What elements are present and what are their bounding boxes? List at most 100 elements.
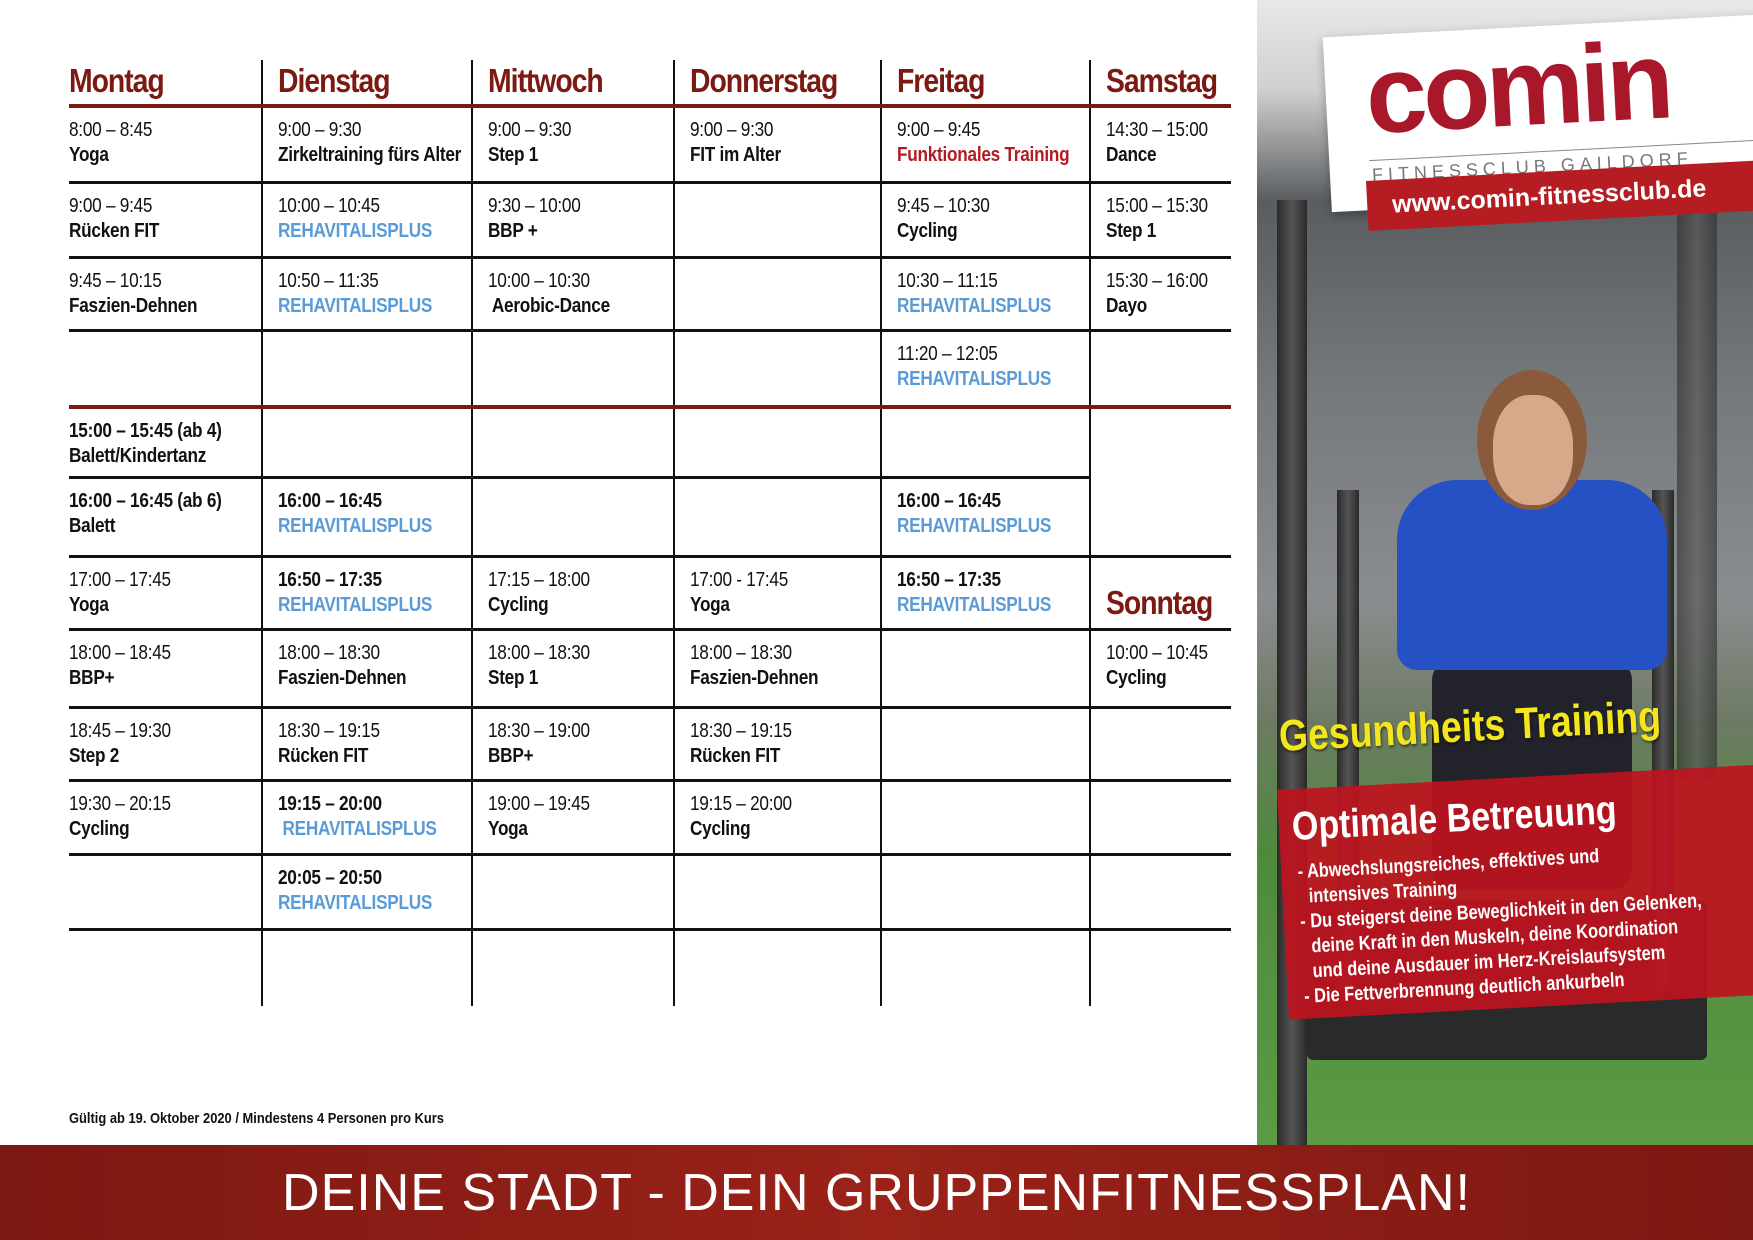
day-header-montag: Montag (69, 62, 165, 99)
class-slot[interactable]: 15:00 – 15:45 (ab 4) Balett/Kindertanz (69, 419, 222, 469)
promo-bullets: - Abwechslungsreiches, effektives und in… (1297, 839, 1706, 1010)
class-time: 16:00 – 16:45 (897, 490, 1001, 512)
class-slot[interactable]: 18:30 – 19:15 Rücken FIT (278, 719, 380, 769)
class-name: Step 1 (488, 667, 539, 689)
class-slot[interactable]: 9:00 – 9:30 Step 1 (488, 118, 572, 168)
class-name: Balett/Kindertanz (69, 445, 207, 467)
class-time: 10:00 – 10:45 (1106, 642, 1208, 664)
class-time: 9:45 – 10:30 (897, 195, 990, 217)
class-slot[interactable]: 9:00 – 9:30 FIT im Alter (690, 118, 781, 168)
class-slot[interactable]: 18:45 – 19:30 Step 2 (69, 719, 171, 769)
class-time: 16:00 – 16:45 (278, 490, 382, 512)
class-slot[interactable]: 19:15 – 20:00 Cycling (690, 792, 792, 842)
column-divider (880, 60, 882, 1006)
class-slot[interactable]: 15:30 – 16:00 Dayo (1106, 269, 1208, 319)
class-name: Step 1 (488, 144, 539, 166)
class-slot[interactable]: 16:00 – 16:45 REHAVITALISPLUS (897, 489, 1051, 539)
class-time: 16:50 – 17:35 (897, 569, 1001, 591)
class-time: 18:00 – 18:45 (69, 642, 171, 664)
class-time: 17:00 - 17:45 (690, 569, 789, 591)
class-time: 16:50 – 17:35 (278, 569, 382, 591)
class-slot[interactable]: 9:00 – 9:30 Zirkeltraining fürs Alter (278, 118, 461, 168)
logo-wordmark: comin (1362, 18, 1673, 158)
class-slot[interactable]: 18:30 – 19:15 Rücken FIT (690, 719, 792, 769)
class-name: Cycling (897, 220, 958, 242)
class-name: FIT im Alter (690, 144, 781, 166)
class-time: 19:15 – 20:00 (690, 793, 792, 815)
class-slot[interactable]: 15:00 – 15:30 Step 1 (1106, 194, 1208, 244)
class-time: 10:30 – 11:15 (897, 270, 998, 292)
class-slot[interactable]: 9:45 – 10:15 Faszien-Dehnen (69, 269, 198, 319)
class-slot[interactable]: 14:30 – 15:00 Dance (1106, 118, 1208, 168)
class-slot[interactable]: 18:00 – 18:30 Faszien-Dehnen (690, 641, 819, 691)
class-name: Faszien-Dehnen (69, 295, 198, 317)
class-slot[interactable]: 9:00 – 9:45 Funktionales Training (897, 118, 1070, 168)
class-slot[interactable]: 10:30 – 11:15 REHAVITALISPLUS (897, 269, 1051, 319)
class-time: 18:00 – 18:30 (488, 642, 590, 664)
class-time: 14:30 – 15:00 (1106, 119, 1208, 141)
class-time: 9:45 – 10:15 (69, 270, 162, 292)
class-time: 8:00 – 8:45 (69, 119, 153, 141)
class-name: Yoga (69, 594, 109, 616)
class-time: 15:00 – 15:45 (ab 4) (69, 420, 222, 442)
class-slot[interactable]: 10:00 – 10:45 REHAVITALISPLUS (278, 194, 432, 244)
validity-note: Gültig ab 19. Oktober 2020 / Mindestens … (69, 1110, 444, 1127)
day-header-sonntag: Sonntag (1106, 584, 1213, 621)
class-time: 17:00 – 17:45 (69, 569, 171, 591)
class-name: Zirkeltraining fürs Alter (278, 144, 462, 166)
class-name: Step 1 (1106, 220, 1157, 242)
class-slot[interactable]: 8:00 – 8:45 Yoga (69, 118, 153, 168)
class-slot[interactable]: 10:00 – 10:45 Cycling (1106, 641, 1208, 691)
class-time: 19:30 – 20:15 (69, 793, 171, 815)
class-name: Faszien-Dehnen (690, 667, 819, 689)
day-header-freitag: Freitag (897, 62, 985, 99)
class-time: 9:00 – 9:45 (897, 119, 981, 141)
day-header-mittwoch: Mittwoch (488, 62, 604, 99)
class-time: 9:00 – 9:30 (690, 119, 774, 141)
class-slot[interactable]: 17:00 – 17:45 Yoga (69, 568, 171, 618)
class-slot[interactable]: 16:00 – 16:45 REHAVITALISPLUS (278, 489, 432, 539)
class-slot[interactable]: 17:15 – 18:00 Cycling (488, 568, 590, 618)
class-time: 17:15 – 18:00 (488, 569, 590, 591)
class-slot[interactable]: 11:20 – 12:05 REHAVITALISPLUS (897, 342, 1051, 392)
class-slot[interactable]: 20:05 – 20:50 REHAVITALISPLUS (278, 866, 432, 916)
class-name: Funktionales Training (897, 144, 1070, 166)
class-name: REHAVITALISPLUS (278, 818, 437, 840)
class-time: 18:00 – 18:30 (690, 642, 792, 664)
midday-rule (69, 405, 1231, 409)
day-header-samstag: Samstag (1106, 62, 1218, 99)
class-slot[interactable]: 19:00 – 19:45 Yoga (488, 792, 590, 842)
class-slot[interactable]: 19:30 – 20:15 Cycling (69, 792, 171, 842)
class-name: REHAVITALISPLUS (897, 594, 1052, 616)
class-slot[interactable]: 10:50 – 11:35 REHAVITALISPLUS (278, 269, 432, 319)
class-slot[interactable]: 10:00 – 10:30 Aerobic-Dance (488, 269, 610, 319)
class-slot[interactable]: 16:00 – 16:45 (ab 6) Balett (69, 489, 222, 539)
class-time: 10:00 – 10:45 (278, 195, 380, 217)
class-slot[interactable]: 18:00 – 18:30 Step 1 (488, 641, 590, 691)
class-slot[interactable]: 16:50 – 17:35 REHAVITALISPLUS (278, 568, 432, 618)
column-divider (261, 60, 263, 1006)
class-slot[interactable]: 16:50 – 17:35 REHAVITALISPLUS (897, 568, 1051, 618)
bottom-banner: DEINE STADT - DEIN GRUPPENFITNESSPLAN! (0, 1145, 1753, 1240)
class-slot[interactable]: 17:00 - 17:45 Yoga (690, 568, 788, 618)
class-slot[interactable]: 18:00 – 18:30 Faszien-Dehnen (278, 641, 407, 691)
class-time: 18:45 – 19:30 (69, 720, 171, 742)
banner-text: DEINE STADT - DEIN GRUPPENFITNESSPLAN! (282, 1163, 1471, 1222)
class-name: REHAVITALISPLUS (278, 220, 433, 242)
row-divider (69, 779, 1231, 782)
class-slot[interactable]: 19:15 – 20:00 REHAVITALISPLUS (278, 792, 437, 842)
class-slot[interactable]: 9:00 – 9:45 Rücken FIT (69, 194, 159, 244)
class-slot[interactable]: 18:00 – 18:45 BBP+ (69, 641, 171, 691)
class-slot[interactable]: 9:30 – 10:00 BBP + (488, 194, 581, 244)
class-name: BBP+ (488, 745, 534, 767)
class-slot[interactable]: 9:45 – 10:30 Cycling (897, 194, 990, 244)
class-time: 18:30 – 19:00 (488, 720, 590, 742)
day-header-dienstag: Dienstag (278, 62, 391, 99)
class-name: Rücken FIT (690, 745, 781, 767)
gym-pillar (1677, 180, 1717, 780)
class-name: Rücken FIT (278, 745, 369, 767)
row-divider (69, 928, 1231, 931)
column-divider (471, 60, 473, 1006)
class-name: REHAVITALISPLUS (278, 295, 433, 317)
class-slot[interactable]: 18:30 – 19:00 BBP+ (488, 719, 590, 769)
